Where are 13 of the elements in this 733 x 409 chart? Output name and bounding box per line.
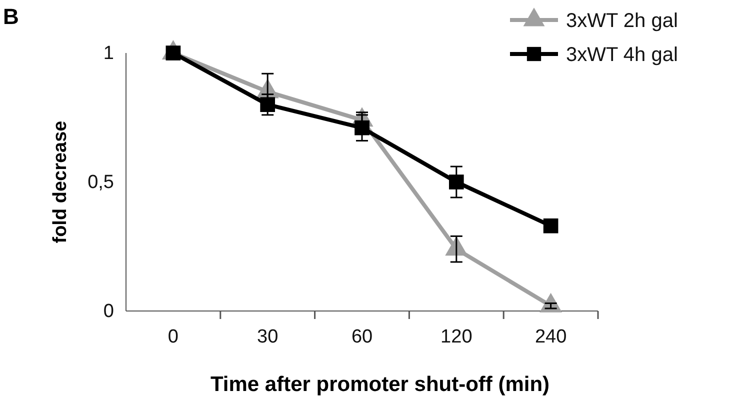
- x-tick-label: 0: [168, 326, 178, 348]
- x-tick-label: 240: [534, 326, 567, 348]
- text: B: [3, 4, 19, 29]
- y-tick-label: 1: [103, 43, 114, 64]
- x-tick-label: 60: [351, 326, 373, 348]
- x-axis-title: Time after promoter shut-off (min): [210, 373, 550, 396]
- y-tick-label: 0,5: [88, 172, 114, 194]
- x-tick-label: 30: [257, 326, 278, 348]
- y-axis-title: fold decrease: [50, 120, 71, 244]
- legend-label: 3xWT 2h gal: [566, 10, 678, 32]
- y-tick-label: 0: [103, 301, 114, 322]
- x-tick-label: 120: [440, 326, 472, 348]
- legend-label: 3xWT 4h gal: [566, 44, 678, 66]
